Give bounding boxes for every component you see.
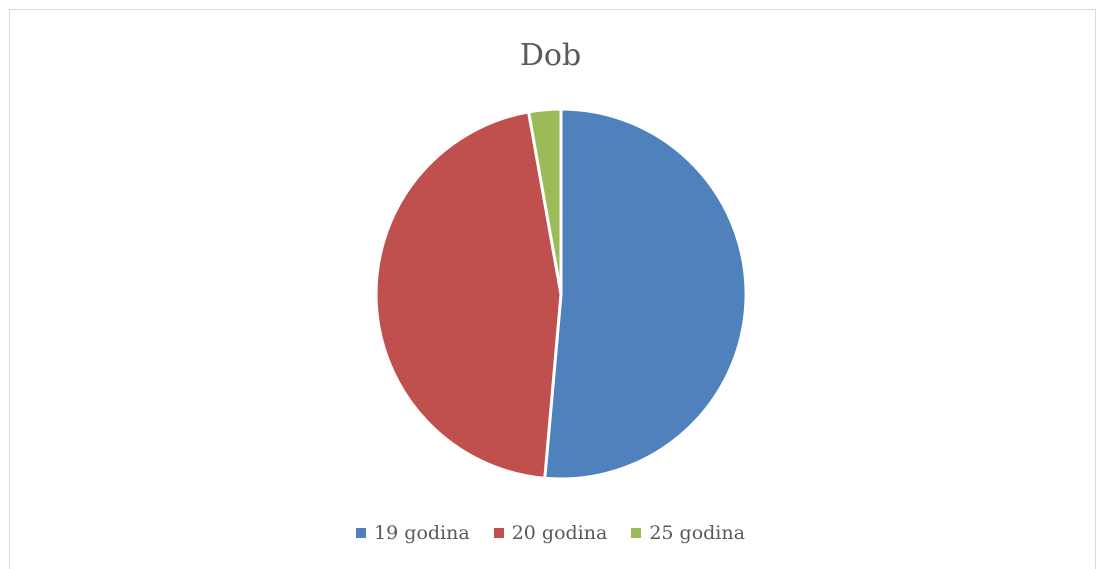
legend-label-25-godina: 25 godina — [649, 522, 745, 544]
legend-label-20-godina: 20 godina — [511, 522, 608, 544]
legend-swatch-25-godina — [631, 528, 642, 538]
chart-title: Dob — [519, 38, 582, 73]
legend-item-25-godina: 25 godina — [631, 522, 745, 544]
legend-swatch-19-godina — [356, 528, 367, 538]
pie-slice-19-godina — [543, 107, 748, 481]
legend-label-19-godina: 19 godina — [374, 522, 470, 544]
legend-item-20-godina: 20 godina — [493, 522, 608, 544]
pie-slice-25-godina — [527, 107, 563, 296]
legend-item-19-godina: 19 godina — [356, 522, 470, 544]
pie-slice-20-godina — [374, 110, 563, 480]
chart-legend: 19 godina 20 godina 25 godina — [0, 522, 1101, 544]
legend-swatch-20-godina — [493, 528, 504, 538]
